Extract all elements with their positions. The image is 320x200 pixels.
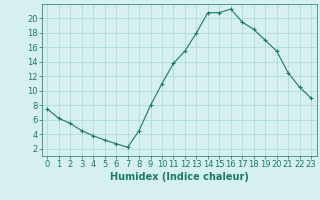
X-axis label: Humidex (Indice chaleur): Humidex (Indice chaleur) [110, 172, 249, 182]
